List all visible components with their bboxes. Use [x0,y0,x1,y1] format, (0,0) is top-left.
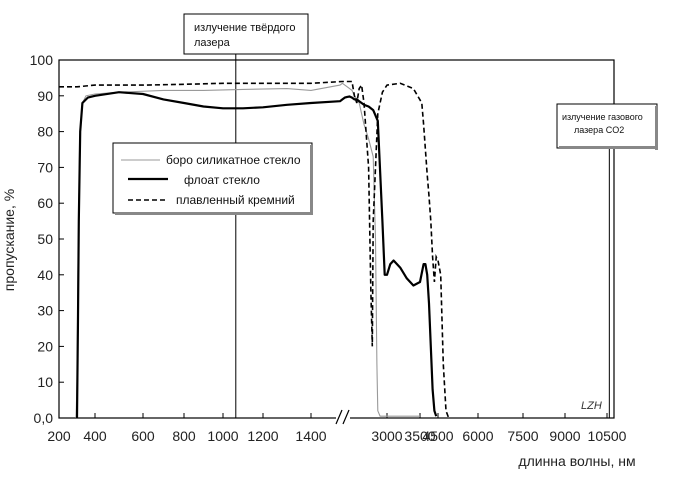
x-axis-title: длинна волны, нм [518,453,635,469]
x-tick-label: 400 [83,428,107,444]
legend-label-float: флоат стекло [184,173,260,187]
y-tick-label: 60 [37,195,53,211]
y-tick-label: 80 [37,124,53,140]
solid-laser-label-line2: лазера [194,37,231,49]
x-tick-label: 3500 [404,428,435,444]
y-tick-label: 100 [30,52,54,68]
x-tick-label: 9000 [549,428,580,444]
x-tick-label: 1400 [295,428,326,444]
legend: боро силикатное стекло флоат стекло плав… [112,142,313,215]
brand-mark: LZH [581,400,602,412]
x-tick-label: 600 [131,428,155,444]
x-tick-label: 1200 [247,428,278,444]
x-tick-label: 10500 [588,428,627,444]
co2-laser-label-line1: излучение газового [562,112,643,122]
y-tick-label: 0,0 [34,410,54,426]
y-tick-label: 20 [37,338,53,354]
co2-laser-label-line2: лазера CO2 [574,125,624,135]
series-fused-silica-line [59,80,450,419]
y-tick-label: 90 [37,88,53,104]
y-tick-label: 30 [37,303,53,319]
solid-laser-annotation: излучение твёрдого лазера [183,13,309,55]
y-tick-label: 50 [37,231,53,247]
y-tick-label: 40 [37,267,53,283]
x-tick-label: 7500 [507,428,538,444]
plot-frame [58,59,615,419]
y-tick-label: 10 [37,374,53,390]
co2-laser-annotation: излучение газового лазера CO2 [556,103,658,150]
y-tick-label: 70 [37,159,53,175]
y-axis-ticks: 0,0 10 20 30 40 50 60 70 80 90 100 [30,52,64,426]
legend-label-fused-silica: плавленный кремний [176,193,295,207]
series-float-glass-line [75,91,438,419]
x-tick-label: 6000 [462,428,493,444]
x-tick-label: 1000 [207,428,238,444]
x-tick-label: 200 [47,428,71,444]
series-borosilicate-line [75,82,420,419]
axis-break-mark [335,409,350,425]
x-tick-label: 800 [172,428,196,444]
legend-label-borosilicate: боро силикатное стекло [166,153,301,167]
y-axis-title: пропускание, % [1,189,17,291]
solid-laser-label-line1: излучение твёрдого [194,22,296,34]
x-tick-label: 3000 [371,428,402,444]
x-tick-label: 4500 [422,428,453,444]
